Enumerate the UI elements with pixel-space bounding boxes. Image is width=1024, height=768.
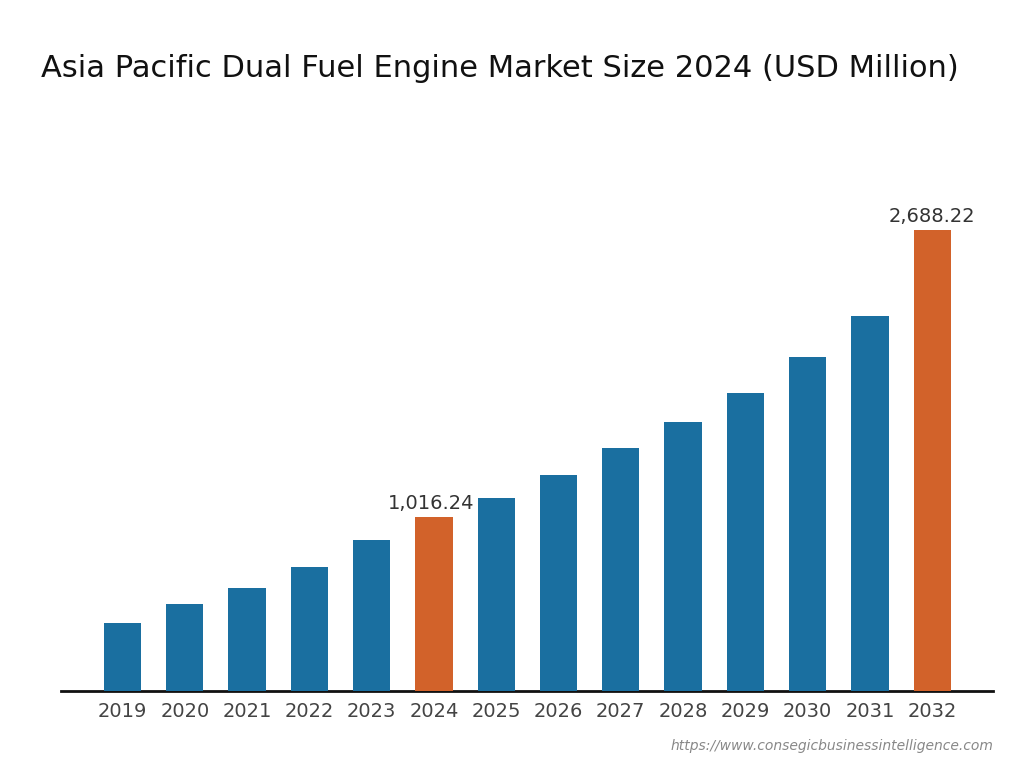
Bar <box>477 498 515 691</box>
Bar <box>665 422 701 691</box>
Bar <box>913 230 951 691</box>
Bar <box>291 567 328 691</box>
Bar <box>228 588 266 691</box>
Bar <box>353 541 390 691</box>
Bar <box>851 316 889 691</box>
Bar <box>166 604 204 691</box>
Text: 1,016.24: 1,016.24 <box>387 494 474 513</box>
Text: Asia Pacific Dual Fuel Engine Market Size 2024 (USD Million): Asia Pacific Dual Fuel Engine Market Siz… <box>41 54 958 83</box>
Text: https://www.consegicbusinessintelligence.com: https://www.consegicbusinessintelligence… <box>671 739 993 753</box>
Bar <box>540 475 578 691</box>
Bar <box>727 393 764 691</box>
Bar <box>602 448 639 691</box>
Bar <box>416 517 453 691</box>
Bar <box>788 357 826 691</box>
Bar <box>103 623 141 691</box>
Text: 2,688.22: 2,688.22 <box>889 207 976 226</box>
